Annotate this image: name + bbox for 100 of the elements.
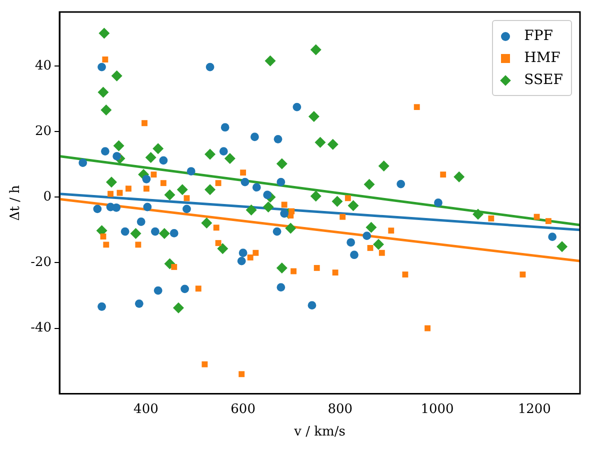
point	[202, 361, 208, 368]
point	[362, 232, 372, 240]
point	[176, 184, 188, 196]
point	[454, 171, 465, 182]
x-tick-label: 800	[328, 402, 353, 417]
legend-label: FPF	[524, 27, 553, 46]
point	[240, 170, 246, 176]
point	[143, 186, 150, 192]
point	[220, 123, 230, 132]
point	[98, 302, 106, 311]
legend-label: SSEF	[524, 71, 563, 90]
point	[93, 204, 102, 214]
point	[103, 242, 110, 248]
point	[332, 270, 338, 276]
point	[142, 120, 148, 126]
y-tick-label: 0	[43, 190, 52, 205]
y-tick-label: -20	[30, 255, 52, 270]
point	[262, 201, 274, 212]
point	[145, 152, 156, 164]
point	[252, 183, 261, 192]
point	[440, 172, 446, 178]
point	[143, 202, 152, 212]
point	[308, 301, 316, 310]
point	[182, 204, 191, 214]
point	[276, 262, 288, 274]
point	[545, 218, 552, 224]
point	[172, 302, 184, 314]
point	[154, 286, 162, 295]
point	[152, 143, 164, 154]
point	[290, 268, 297, 274]
point	[195, 286, 202, 292]
point	[414, 104, 420, 110]
point	[548, 232, 557, 242]
point	[180, 284, 189, 294]
point	[98, 86, 109, 98]
point	[130, 228, 142, 240]
point	[310, 44, 322, 56]
point	[350, 250, 358, 260]
point	[100, 147, 110, 156]
point	[238, 248, 248, 258]
point	[96, 225, 108, 236]
point	[106, 176, 117, 188]
point	[346, 238, 356, 247]
point	[98, 28, 110, 39]
y-tick-label: 20	[34, 124, 52, 139]
point	[150, 227, 160, 236]
point	[136, 218, 146, 226]
point	[534, 214, 540, 220]
point	[280, 209, 289, 218]
point	[240, 178, 250, 186]
point	[150, 172, 157, 178]
point	[285, 222, 296, 234]
point	[112, 203, 121, 212]
point	[247, 254, 254, 260]
point	[164, 189, 176, 200]
point	[388, 228, 394, 234]
point	[204, 184, 216, 196]
point	[292, 102, 302, 112]
point	[159, 156, 168, 165]
point	[215, 180, 222, 186]
point	[171, 264, 178, 270]
point	[134, 299, 144, 308]
point	[332, 196, 343, 207]
point	[126, 186, 132, 192]
point	[250, 132, 259, 142]
point	[111, 70, 122, 82]
point	[274, 134, 282, 144]
point	[276, 178, 286, 186]
point	[246, 204, 257, 216]
point	[237, 256, 246, 266]
x-tick-label: 1200	[518, 402, 551, 417]
point	[102, 56, 108, 62]
point	[120, 227, 130, 236]
legend-label: HMF	[524, 49, 560, 68]
point	[217, 243, 228, 254]
point	[170, 229, 178, 238]
point	[98, 62, 106, 72]
point	[434, 198, 442, 207]
point	[276, 158, 288, 170]
point	[186, 167, 196, 176]
point	[556, 241, 568, 252]
point	[348, 200, 359, 212]
point	[314, 264, 320, 271]
x-tick-label: 400	[134, 402, 158, 417]
point	[276, 283, 286, 292]
point	[378, 250, 385, 256]
point	[135, 242, 142, 248]
point	[108, 190, 114, 197]
point	[424, 325, 431, 332]
point	[158, 228, 170, 240]
point	[116, 190, 123, 196]
x-tick-label: 1000	[420, 402, 454, 417]
point	[367, 244, 374, 251]
point	[213, 224, 220, 231]
point	[366, 222, 377, 233]
point	[263, 190, 272, 200]
point	[224, 152, 236, 164]
point	[142, 174, 151, 184]
point	[314, 136, 326, 148]
point	[264, 55, 276, 66]
